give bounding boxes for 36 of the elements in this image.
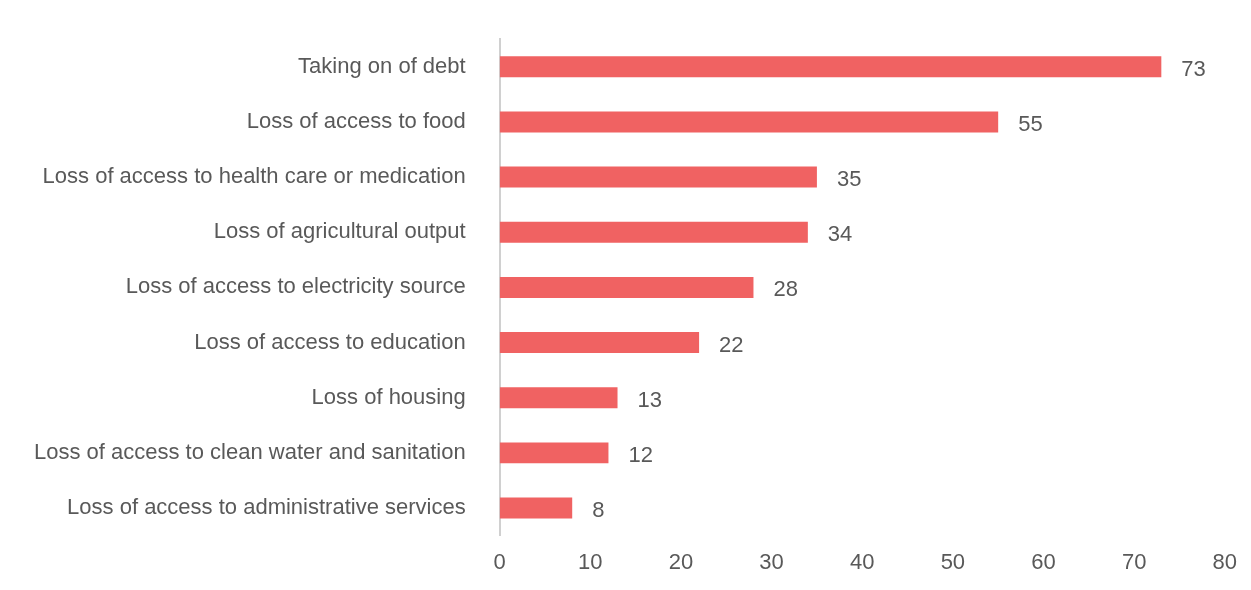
data-label: 28 [773,276,798,302]
data-label: 73 [1181,55,1206,81]
data-label: 13 [637,386,662,412]
y-tick-label: Loss of access to health care or medication [42,163,466,189]
y-tick-label: Loss of housing [311,383,466,409]
y-tick-label: Loss of agricultural output [213,218,466,244]
data-label: 35 [836,166,862,192]
bar [499,442,609,464]
bar [499,111,999,133]
y-tick-label: Loss of access to clean water and sanitation [33,438,466,464]
data-label: 8 [592,497,605,523]
bar [499,166,817,188]
x-tick-label: 80 [1212,548,1238,574]
bar [499,221,808,243]
x-tick-label: 70 [1121,548,1147,574]
data-label: 12 [628,441,653,467]
y-tick-label: Taking on of debt [298,52,466,78]
data-label: 34 [827,221,853,247]
x-tick-label: 50 [940,548,966,574]
x-tick-label: 60 [1031,548,1056,574]
y-tick-label: Loss of access to education [194,328,466,354]
x-tick-label: 10 [578,548,603,574]
y-tick-label: Loss of access to food [246,108,466,133]
y-tick-label: Loss of access to electricity source [125,273,466,299]
x-tick-label: 30 [759,548,784,574]
bar [499,276,754,298]
bar [499,332,700,354]
x-tick-label: 0 [493,548,506,574]
data-label: 22 [719,331,744,357]
bar [499,387,618,409]
bar [499,56,1162,78]
bar [499,497,573,519]
data-label: 55 [1018,111,1043,136]
x-tick-label: 40 [849,548,875,574]
x-tick-label: 20 [668,548,694,574]
y-tick-label: Loss of access to administrative services [67,494,466,520]
